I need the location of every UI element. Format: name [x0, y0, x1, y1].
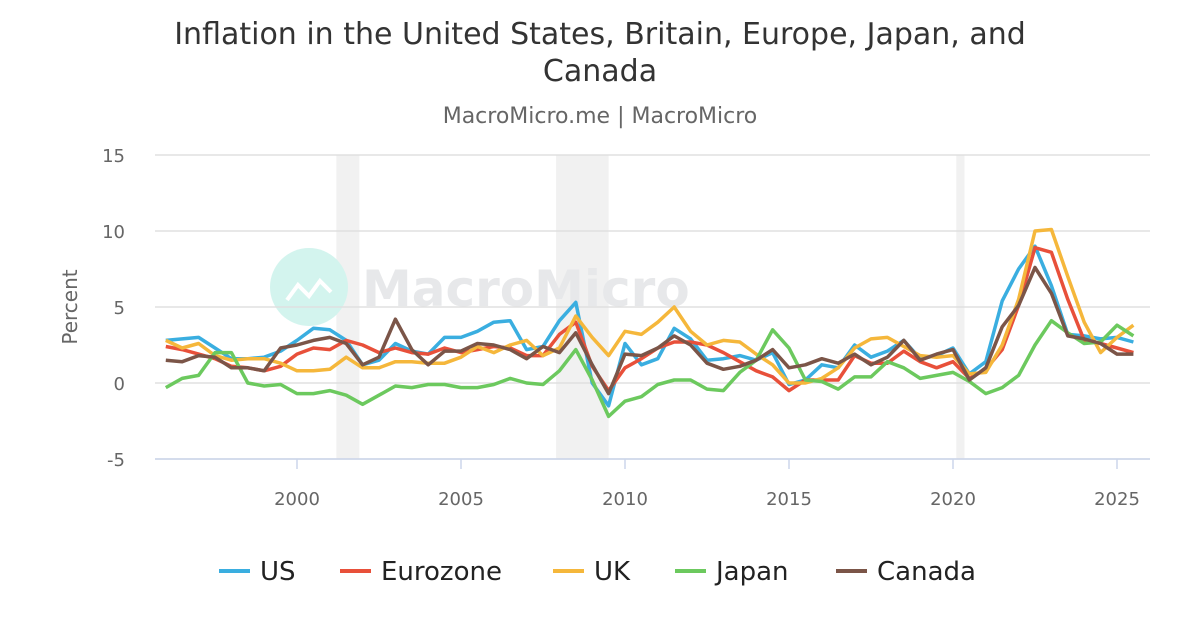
grid [155, 154, 1150, 460]
y-ticks: 15 10 5 0 -5 [102, 146, 125, 471]
x-tick-label: 2005 [438, 489, 484, 510]
y-tick-label: 10 [102, 222, 125, 243]
legend-label: Japan [714, 557, 789, 587]
chart-title-line1: Inflation in the United States, Britain,… [174, 17, 1026, 52]
watermark-logo-icon [270, 248, 348, 326]
y-tick-label: -5 [107, 450, 125, 471]
series-line-canada [165, 265, 1134, 396]
series-line-japan [164, 318, 1135, 419]
x-tick-label: 2010 [602, 489, 648, 510]
chart-subtitle: MacroMicro.me | MacroMicro [443, 104, 758, 129]
chart-title-line2: Canada [543, 54, 657, 89]
series-line-uk [165, 227, 1135, 385]
x-ticks: 2000 2005 2010 2015 2020 2025 [274, 459, 1140, 510]
legend-item-us[interactable]: US [219, 557, 296, 587]
x-tick-label: 2015 [766, 489, 812, 510]
watermark-chart-glyph-icon [285, 277, 333, 302]
legend-item-japan[interactable]: Japan [675, 557, 789, 587]
watermark-text: MacroMicro [362, 260, 690, 318]
series-lines [164, 227, 1135, 419]
x-tick-label: 2025 [1094, 489, 1140, 510]
y-axis-label: Percent [58, 269, 82, 344]
x-tick-label: 2000 [274, 489, 320, 510]
series-line-us [165, 244, 1134, 408]
y-tick-label: 5 [114, 298, 125, 319]
legend: US Eurozone UK Japan Canada [219, 557, 976, 587]
legend-label: Canada [877, 557, 976, 587]
y-tick-label: 0 [114, 374, 125, 395]
watermark: MacroMicro [270, 248, 690, 326]
y-tick-label: 15 [102, 146, 125, 167]
legend-label: US [260, 557, 296, 587]
legend-item-eurozone[interactable]: Eurozone [340, 557, 502, 587]
legend-label: Eurozone [381, 557, 502, 587]
legend-item-uk[interactable]: UK [553, 557, 631, 587]
legend-item-canada[interactable]: Canada [836, 557, 976, 587]
x-tick-label: 2020 [930, 489, 976, 510]
legend-label: UK [594, 557, 631, 587]
